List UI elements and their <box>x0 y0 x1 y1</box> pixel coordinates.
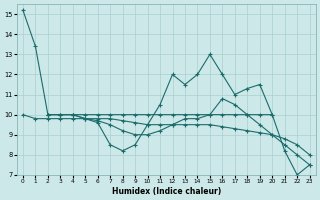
X-axis label: Humidex (Indice chaleur): Humidex (Indice chaleur) <box>112 187 221 196</box>
